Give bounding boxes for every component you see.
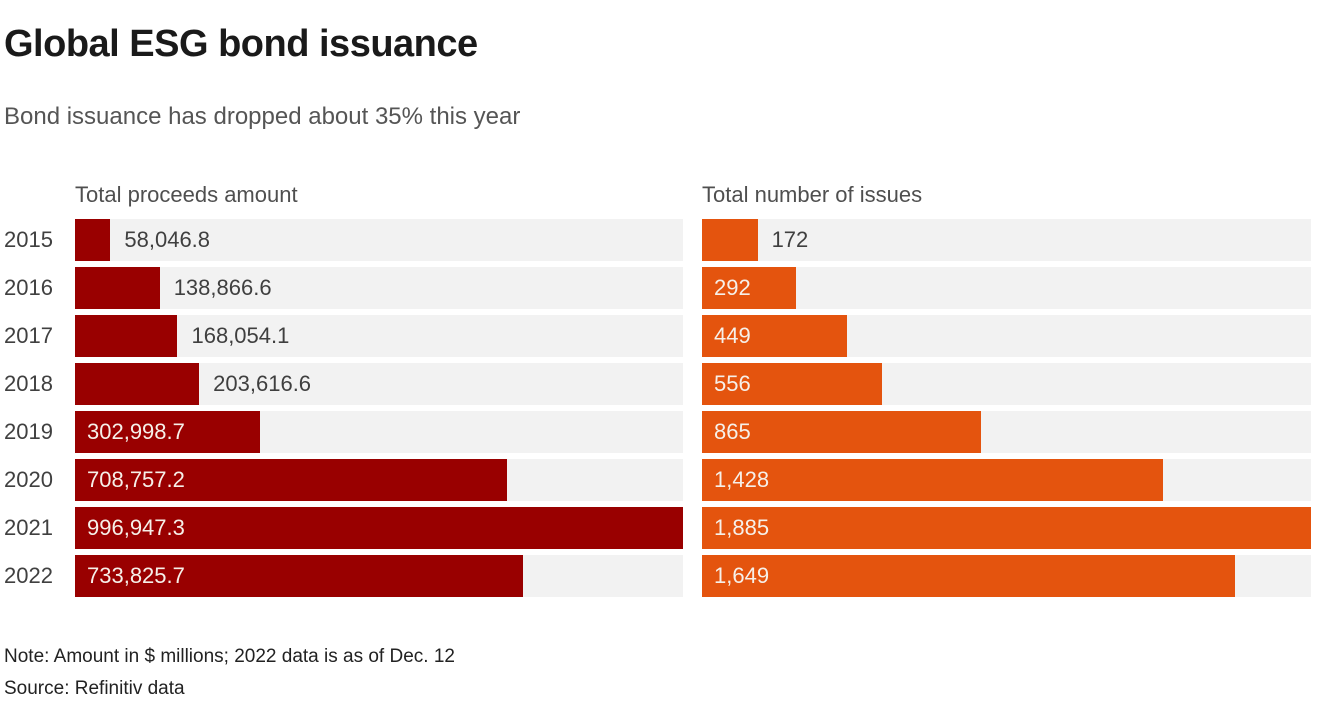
bar-row-2019: 865	[702, 410, 1311, 453]
page-title: Global ESG bond issuance	[4, 23, 478, 65]
bar-row-2018: 2018 203,616.6	[4, 362, 683, 405]
proceeds-bar: 58,046.8	[75, 218, 210, 261]
year-label: 2017	[4, 322, 53, 348]
bar-value-label: 865	[714, 418, 751, 444]
proceeds-chart-title: Total proceeds amount	[75, 181, 298, 207]
bar-row-2018: 556	[702, 362, 1311, 405]
bar-row-2016: 292	[702, 266, 1311, 309]
bar-row-2019: 2019 302,998.7	[4, 410, 683, 453]
charts-row: Total proceeds amount 2015 58,046.8 2016…	[4, 182, 1311, 597]
issues-bar: 449	[702, 314, 848, 357]
bar-row-2021: 2021 996,947.3	[4, 506, 683, 549]
year-label: 2020	[4, 466, 53, 492]
issues-bar: 1,885	[702, 506, 1311, 549]
bar-track: 203,616.6	[75, 362, 683, 405]
bar-value-label: 203,616.6	[213, 370, 312, 396]
proceeds-bar: 203,616.6	[75, 362, 311, 405]
bar-value-label: 138,866.6	[173, 274, 272, 300]
bar-value-label: 1,649	[714, 562, 770, 588]
bar-track: 449	[702, 314, 1311, 357]
bar-track: 556	[702, 362, 1311, 405]
bar-row-2020: 1,428	[702, 458, 1311, 501]
proceeds-chart: Total proceeds amount 2015 58,046.8 2016…	[4, 182, 683, 597]
year-label: 2016	[4, 274, 53, 300]
bar-row-2015: 172	[702, 218, 1311, 261]
bar-track: 168,054.1	[75, 314, 683, 357]
bar-row-2017: 2017 168,054.1	[4, 314, 683, 357]
bar-value-label: 1,428	[714, 466, 770, 492]
issues-bar: 292	[702, 266, 797, 309]
bar-value-label: 996,947.3	[87, 514, 185, 540]
bar-value-label: 449	[714, 322, 751, 348]
bar-track: 292	[702, 266, 1311, 309]
bar-value-label: 302,998.7	[87, 418, 185, 444]
bar-value-label: 292	[714, 274, 751, 300]
bar-value-label: 556	[714, 370, 751, 396]
year-label: 2015	[4, 226, 53, 252]
bar-row-2022: 2022 733,825.7	[4, 554, 683, 597]
proceeds-bar: 708,757.2	[75, 458, 508, 501]
bar-track: 138,866.6	[75, 266, 683, 309]
bar-track: 1,885	[702, 506, 1311, 549]
year-label: 2018	[4, 370, 53, 396]
bar-track: 302,998.7	[75, 410, 683, 453]
issues-chart: Total number of issues 172 292	[702, 182, 1311, 597]
bar-value-label: 168,054.1	[191, 322, 290, 348]
proceeds-bar: 168,054.1	[75, 314, 289, 357]
source-text: Source: Refinitiv data	[4, 677, 185, 699]
bar-value-label: 1,885	[714, 514, 770, 540]
bar-track: 996,947.3	[75, 506, 683, 549]
bar-row-2017: 449	[702, 314, 1311, 357]
issues-bar: 865	[702, 410, 982, 453]
issues-bar: 556	[702, 362, 882, 405]
bar-value-label: 172	[771, 226, 809, 252]
year-label: 2022	[4, 562, 53, 588]
bar-row-2016: 2016 138,866.6	[4, 266, 683, 309]
issues-bar: 1,649	[702, 554, 1235, 597]
year-label: 2021	[4, 514, 53, 540]
issues-chart-title: Total number of issues	[702, 181, 923, 207]
year-label: 2019	[4, 418, 53, 444]
bar-track: 1,428	[702, 458, 1311, 501]
bar-value-label: 708,757.2	[87, 466, 185, 492]
bar-track: 865	[702, 410, 1311, 453]
bar-track: 172	[702, 218, 1311, 261]
proceeds-bar: 996,947.3	[75, 506, 683, 549]
issues-bar: 1,428	[702, 458, 1164, 501]
bar-track: 1,649	[702, 554, 1311, 597]
proceeds-bar: 138,866.6	[75, 266, 272, 309]
bar-value-label: 733,825.7	[87, 562, 185, 588]
proceeds-bar: 733,825.7	[75, 554, 523, 597]
proceeds-bar: 302,998.7	[75, 410, 260, 453]
bar-track: 708,757.2	[75, 458, 683, 501]
bar-row-2020: 2020 708,757.2	[4, 458, 683, 501]
bar-row-2022: 1,649	[702, 554, 1311, 597]
bar-track: 58,046.8	[75, 218, 683, 261]
bar-row-2015: 2015 58,046.8	[4, 218, 683, 261]
note-text: Note: Amount in $ millions; 2022 data is…	[4, 645, 455, 667]
page-subtitle: Bond issuance has dropped about 35% this…	[4, 102, 521, 130]
bar-row-2021: 1,885	[702, 506, 1311, 549]
issues-bar: 172	[702, 218, 808, 261]
bar-track: 733,825.7	[75, 554, 683, 597]
footer: Note: Amount in $ millions; 2022 data is…	[4, 641, 1311, 705]
bar-value-label: 58,046.8	[124, 226, 211, 252]
